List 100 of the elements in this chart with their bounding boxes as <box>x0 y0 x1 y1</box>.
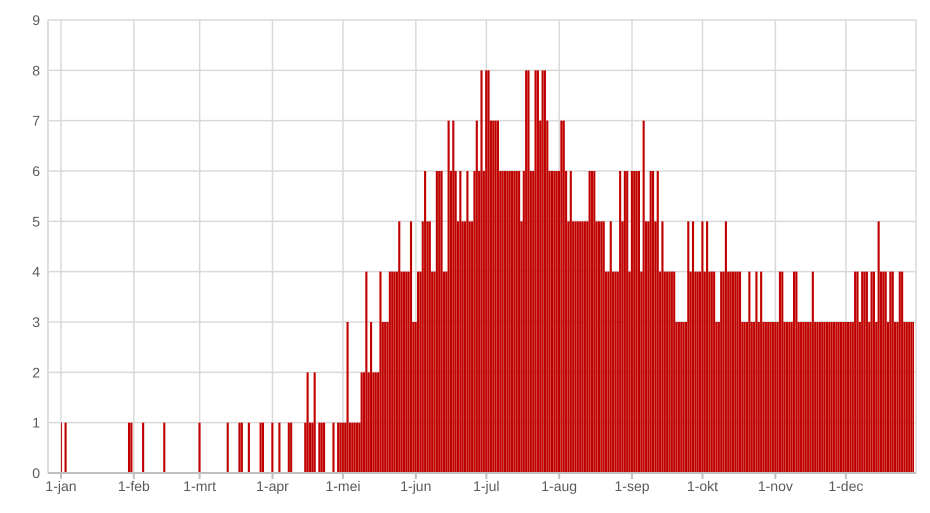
bar <box>842 322 844 473</box>
bar <box>760 272 762 473</box>
bar <box>502 171 504 473</box>
bar <box>480 70 483 473</box>
bar <box>889 272 892 473</box>
bar <box>816 322 819 473</box>
bar <box>544 70 546 473</box>
bar <box>570 171 572 473</box>
bar <box>626 171 628 473</box>
bar <box>668 272 671 473</box>
y-tick-label: 9 <box>32 12 40 28</box>
bar <box>398 221 400 473</box>
bar <box>346 322 349 473</box>
bar <box>600 221 602 473</box>
bar <box>248 422 250 473</box>
bar <box>849 322 852 473</box>
x-tick-label: 1-mei <box>325 478 360 494</box>
bar <box>826 322 828 473</box>
bar <box>496 120 500 473</box>
bar <box>553 171 556 473</box>
bar <box>720 272 722 473</box>
bar <box>598 221 600 473</box>
bar <box>588 171 591 473</box>
bar <box>417 272 420 473</box>
y-tick-label: 2 <box>32 364 40 380</box>
bar <box>861 272 864 473</box>
x-tick-label: 1-dec <box>828 478 864 494</box>
bar <box>488 70 490 473</box>
bar <box>701 221 704 473</box>
bar <box>525 70 528 473</box>
bar <box>508 171 511 473</box>
bar <box>682 322 685 473</box>
bar <box>892 272 894 473</box>
bar <box>854 272 856 473</box>
bar <box>821 322 824 473</box>
bar <box>744 322 746 473</box>
bar <box>872 272 875 473</box>
bar <box>619 171 622 473</box>
y-tick-label: 7 <box>32 112 40 129</box>
bar <box>351 422 354 473</box>
bar <box>584 221 586 473</box>
bar <box>356 422 358 473</box>
bar <box>800 322 802 473</box>
bar <box>847 322 850 473</box>
bar <box>560 120 562 473</box>
bar <box>736 272 739 473</box>
bar <box>452 120 454 473</box>
bar <box>898 272 901 473</box>
bar <box>436 171 438 473</box>
bar <box>866 272 868 473</box>
bar <box>680 322 682 473</box>
bar <box>360 372 363 473</box>
bar <box>732 272 734 473</box>
bar <box>288 422 290 473</box>
bar <box>318 422 320 473</box>
bar <box>713 272 716 473</box>
bar <box>786 322 788 473</box>
bar <box>240 422 243 473</box>
bar <box>579 221 582 473</box>
x-tick-label: 1-mrt <box>183 478 216 494</box>
x-tick-label: 1-feb <box>118 478 150 494</box>
bar <box>910 322 913 473</box>
bar <box>633 171 636 473</box>
bar <box>550 171 554 473</box>
y-tick-label: 5 <box>32 213 40 230</box>
bar <box>513 171 516 473</box>
bar <box>884 272 887 473</box>
bar <box>424 171 426 473</box>
bar <box>838 322 840 473</box>
bar <box>870 272 873 473</box>
bar <box>650 171 652 473</box>
bar <box>802 322 804 473</box>
bar <box>402 272 406 473</box>
bar <box>518 171 520 473</box>
bar <box>516 171 518 473</box>
bar <box>878 221 880 473</box>
y-tick-label: 4 <box>32 264 40 280</box>
bar <box>504 171 506 473</box>
bar <box>724 221 727 473</box>
bar <box>342 422 344 473</box>
bar <box>374 372 377 473</box>
bar <box>656 171 659 473</box>
bar <box>624 171 626 473</box>
x-tick-label: 1-apr <box>256 478 290 494</box>
bar <box>795 272 798 473</box>
bar <box>536 70 539 473</box>
bar <box>391 272 394 473</box>
bar <box>379 272 382 473</box>
bar <box>818 322 821 473</box>
bar <box>485 70 488 473</box>
bar <box>769 322 772 473</box>
bar <box>764 322 767 473</box>
bar <box>748 272 750 473</box>
y-tick-label: 1 <box>32 414 40 431</box>
bar <box>678 322 680 473</box>
bar <box>574 221 577 473</box>
bar <box>405 272 408 473</box>
bar <box>314 372 316 473</box>
bar <box>670 272 673 473</box>
bar <box>354 422 356 473</box>
